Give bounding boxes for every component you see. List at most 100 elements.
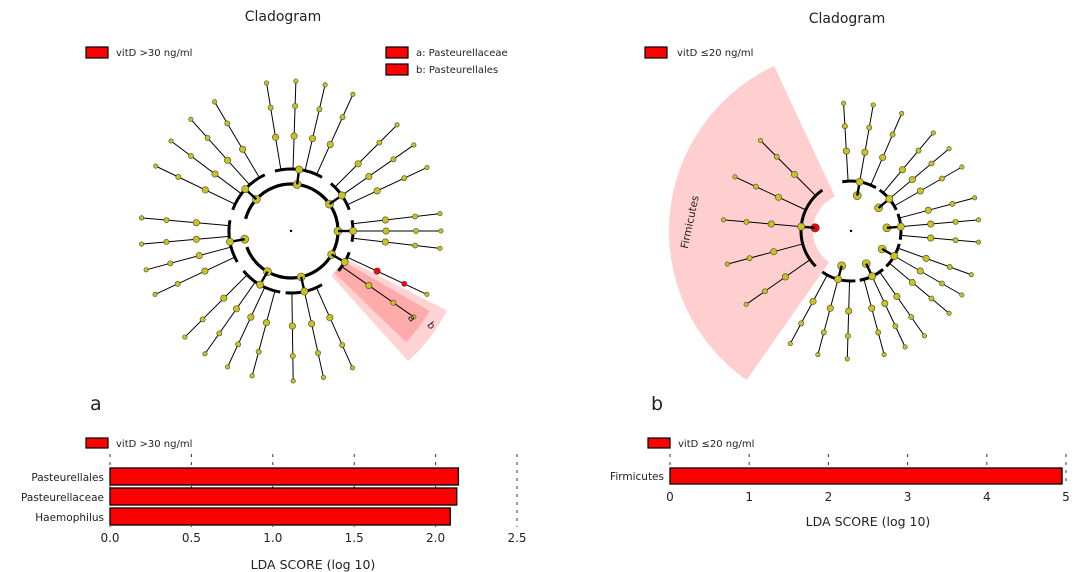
lda-tick-label: 1.0 — [263, 531, 282, 545]
cladogram-node — [844, 356, 850, 362]
clade-key-a-label: a: Pasteurellaceae — [416, 48, 508, 59]
cladogram-node — [255, 348, 262, 355]
cladogram-node — [226, 237, 234, 246]
cladogram-a-title: Cladogram — [245, 9, 322, 25]
cladogram-root — [289, 229, 293, 233]
lda-chart-a-xlabel: LDA SCORE (log 10) — [251, 557, 376, 572]
cladogram-node — [290, 378, 296, 384]
lda-chart-b-xlabel: LDA SCORE (log 10) — [806, 514, 931, 529]
cladogram-node — [770, 248, 778, 256]
cladogram-branch — [145, 246, 232, 271]
cladogram-branch — [888, 148, 950, 200]
cladogram-b: Cladogram vitD ≤20 ng/ml Firmicutes b — [644, 11, 982, 415]
cladogram-node — [289, 353, 296, 359]
cladogram-node — [889, 131, 896, 138]
cladogram-branch — [745, 259, 811, 305]
cladogram-node — [875, 329, 882, 336]
cladogram-node — [262, 319, 270, 327]
cladogram-branch — [899, 197, 975, 219]
cladogram-node — [411, 142, 417, 148]
cladogram-node — [881, 352, 887, 358]
cladogram-branch — [727, 243, 803, 265]
cladogram-node — [256, 280, 264, 289]
panel-b-letter: b — [651, 393, 663, 415]
cladogram-node — [365, 281, 373, 289]
cladogram-node — [959, 292, 965, 298]
cladogram-node — [220, 294, 228, 302]
cladogram-branch — [291, 292, 294, 381]
cladogram-node — [826, 304, 834, 312]
lda-chart-b-legend-label: vitD ≤20 ng/ml — [678, 439, 754, 450]
clade-highlight-a — [334, 261, 430, 343]
cladogram-node — [809, 297, 817, 305]
cladogram-node — [908, 314, 915, 320]
lda-category-label: Haemophilus — [35, 512, 104, 524]
cladogram-node — [211, 170, 219, 178]
cladogram-node — [774, 193, 782, 201]
cladogram-branch — [900, 219, 979, 228]
cladogram-branch — [843, 103, 849, 182]
cladogram-branch — [760, 140, 816, 196]
cladogram-node — [952, 237, 959, 244]
cladogram-node — [224, 120, 231, 127]
cladogram-node — [724, 261, 730, 267]
cladogram-node — [952, 218, 959, 225]
cladogram-node — [381, 216, 389, 224]
cladogram-node — [924, 206, 932, 214]
cladogram-node — [163, 217, 170, 224]
cladogram-node — [175, 174, 182, 180]
cladogram-node — [381, 238, 389, 246]
cladogram-branch — [334, 124, 398, 188]
cladogram-node — [390, 156, 397, 163]
cladogram-node — [762, 288, 768, 295]
cladogram-node — [916, 267, 924, 275]
cladogram-node — [927, 220, 935, 228]
cladogram-node — [315, 350, 321, 356]
cladogram-node — [946, 264, 953, 270]
cladogram-node — [893, 293, 901, 301]
cladogram-node — [394, 122, 400, 128]
cladogram-node — [401, 280, 408, 287]
cladogram-node — [411, 314, 417, 320]
cladogram-node — [163, 238, 170, 245]
cladogram-node — [868, 272, 877, 281]
cladogram-node — [188, 153, 194, 159]
cladogram-branch — [154, 256, 236, 295]
cladogram-node — [732, 174, 738, 180]
cladogram-branch — [227, 286, 266, 368]
cladogram-node — [767, 220, 775, 228]
cladogram-node — [959, 164, 965, 170]
cladogram-node — [326, 314, 334, 322]
cladogram-node — [152, 291, 158, 297]
clade-key-a-swatch — [385, 46, 409, 59]
lda-tick-label: 2.5 — [507, 531, 526, 545]
cladogram-branch — [141, 235, 230, 245]
cladogram-node — [896, 222, 905, 231]
cladogram-node — [201, 267, 209, 275]
cladogram-node — [834, 275, 842, 284]
cladogram-node — [921, 333, 927, 339]
cladogram-node — [290, 132, 298, 140]
cladogram-branch — [170, 140, 242, 195]
lda-tick-label: 1 — [745, 490, 753, 504]
cladogram-node — [292, 103, 298, 109]
lda-tick-label: 0.5 — [182, 531, 201, 545]
cladogram-node — [339, 114, 346, 121]
cladogram-branch — [352, 213, 441, 225]
cladogram-node — [182, 334, 188, 340]
cladogram-node — [930, 130, 936, 136]
cladogram-branch — [341, 266, 415, 318]
cladogram-a-legend-swatch — [85, 46, 109, 59]
cladogram-node — [790, 170, 798, 178]
cladogram-node — [798, 320, 805, 327]
cladogram-branch — [292, 81, 297, 170]
cladogram-node — [412, 242, 419, 249]
cladogram-node — [267, 104, 274, 111]
cladogram-b-tree: Firmicutes — [669, 66, 982, 381]
lda-tick-label: 2.0 — [426, 531, 445, 545]
cladogram-node — [949, 200, 956, 207]
cladogram-node — [885, 194, 894, 203]
cladogram-node — [820, 329, 827, 336]
cladogram-node — [797, 222, 806, 231]
